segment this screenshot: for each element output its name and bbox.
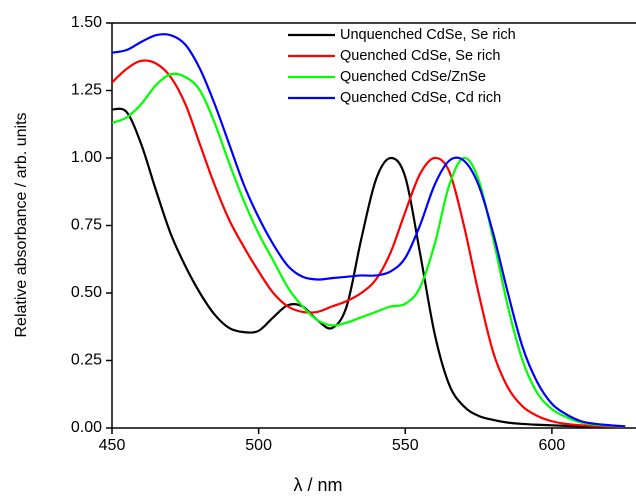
- x-axis-label: λ / nm: [293, 475, 342, 495]
- series-line: [111, 107, 626, 429]
- y-tick-label: 1.25: [71, 82, 102, 99]
- x-tick-label: 450: [99, 437, 126, 454]
- y-tick-label: 1.50: [71, 14, 102, 31]
- legend-label: Quenched CdSe, Se rich: [340, 48, 500, 64]
- legend-label: Unquenched CdSe, Se rich: [340, 27, 516, 43]
- legend-label: Quenched CdSe/ZnSe: [340, 69, 486, 85]
- x-tick-label: 550: [392, 437, 419, 454]
- series-line: [111, 72, 626, 428]
- series-line: [111, 59, 626, 429]
- y-axis-label: Relative absorbance / arb. units: [13, 112, 30, 337]
- y-tick-label: 0.00: [71, 419, 102, 436]
- series-line: [111, 33, 626, 428]
- legend-label: Quenched CdSe, Cd rich: [340, 90, 501, 106]
- y-tick-label: 0.75: [71, 217, 102, 234]
- y-tick-label: 0.50: [71, 284, 102, 301]
- x-tick-label: 500: [245, 437, 272, 454]
- y-tick-label: 0.25: [71, 352, 102, 369]
- y-tick-label: 1.00: [71, 149, 102, 166]
- x-tick-label: 600: [539, 437, 566, 454]
